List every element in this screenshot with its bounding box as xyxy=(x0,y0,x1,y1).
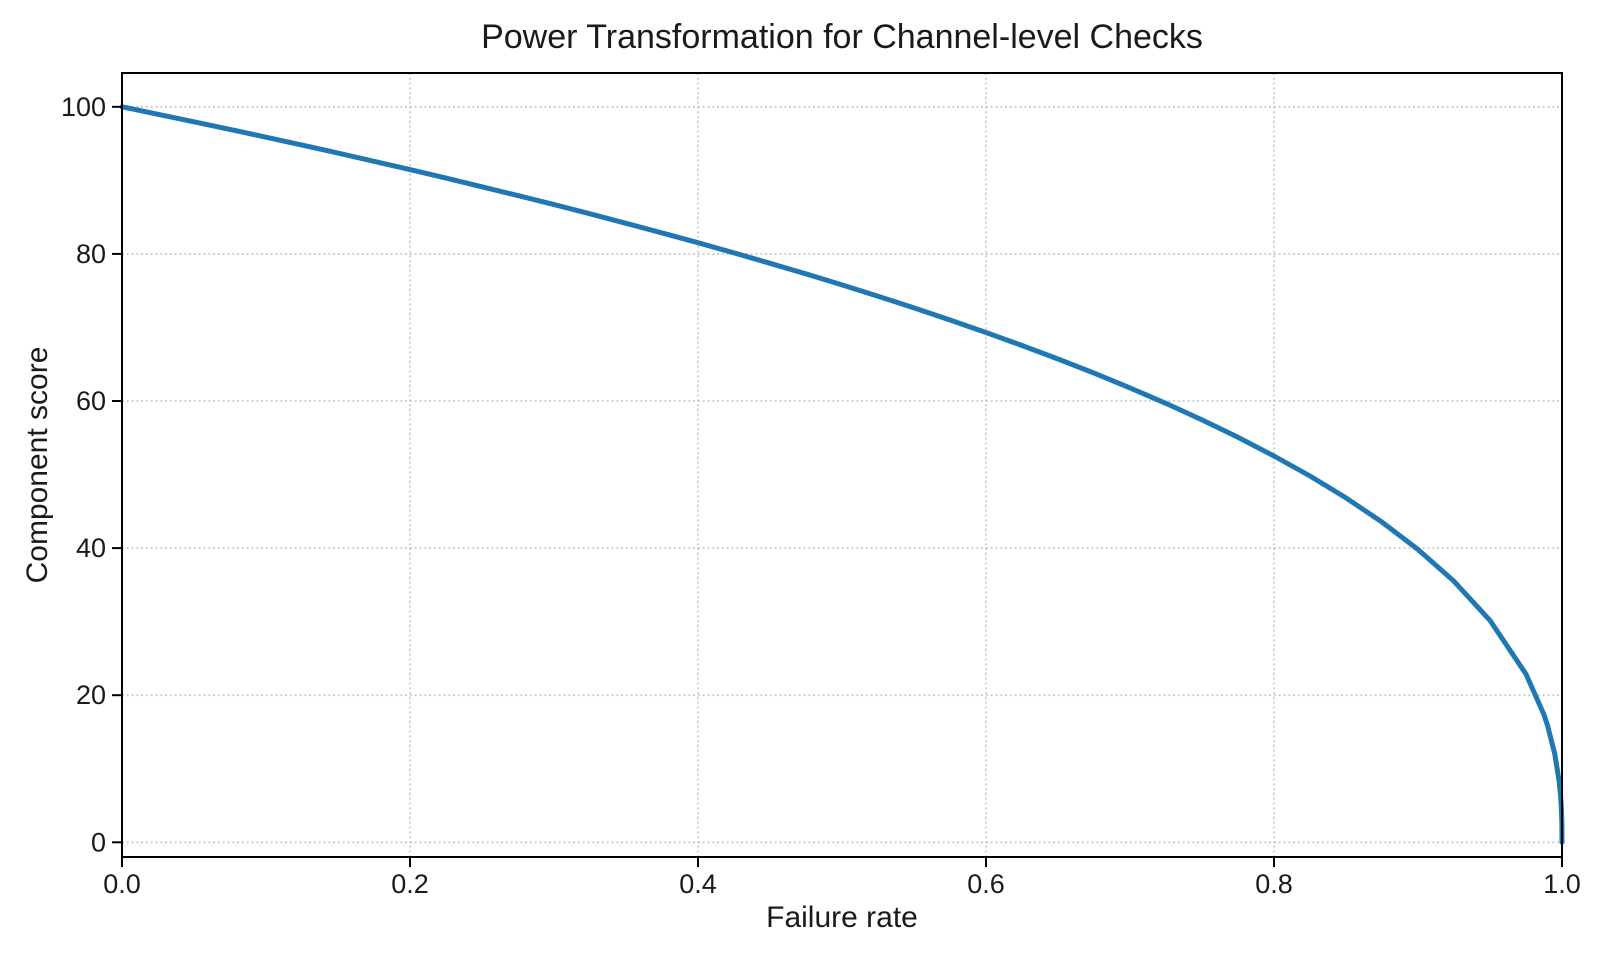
x-axis-label: Failure rate xyxy=(766,901,918,934)
gridlines xyxy=(122,73,1562,857)
y-tick-labels-item: 20 xyxy=(76,680,106,710)
x-tick-labels-item: 1.0 xyxy=(1543,869,1581,899)
axis-tick-marks xyxy=(112,105,1563,867)
axes-spines xyxy=(121,72,1563,858)
chart-title: Power Transformation for Channel-level C… xyxy=(481,18,1203,56)
x-tick-labels: 0.0 0.2 0.4 0.6 0.8 1.0 xyxy=(103,869,1581,899)
y-tick-labels-item: 0 xyxy=(91,827,106,857)
y-tick-labels-item: 60 xyxy=(76,386,106,416)
y-axis-label: Component score xyxy=(21,346,54,584)
x-tick-labels-item: 0.4 xyxy=(679,869,717,899)
y-tick-labels: 0 20 40 60 80 100 xyxy=(61,92,106,857)
curve-line xyxy=(119,104,1565,845)
y-tick-labels-item: 80 xyxy=(76,239,106,269)
x-tick-labels-item: 0.8 xyxy=(1255,869,1293,899)
y-tick-labels-item: 40 xyxy=(76,533,106,563)
y-tick-labels-item: 100 xyxy=(61,92,106,122)
x-tick-labels-item: 0.6 xyxy=(967,869,1005,899)
x-tick-labels-item: 0.0 xyxy=(103,869,141,899)
x-tick-labels-item: 0.2 xyxy=(391,869,429,899)
